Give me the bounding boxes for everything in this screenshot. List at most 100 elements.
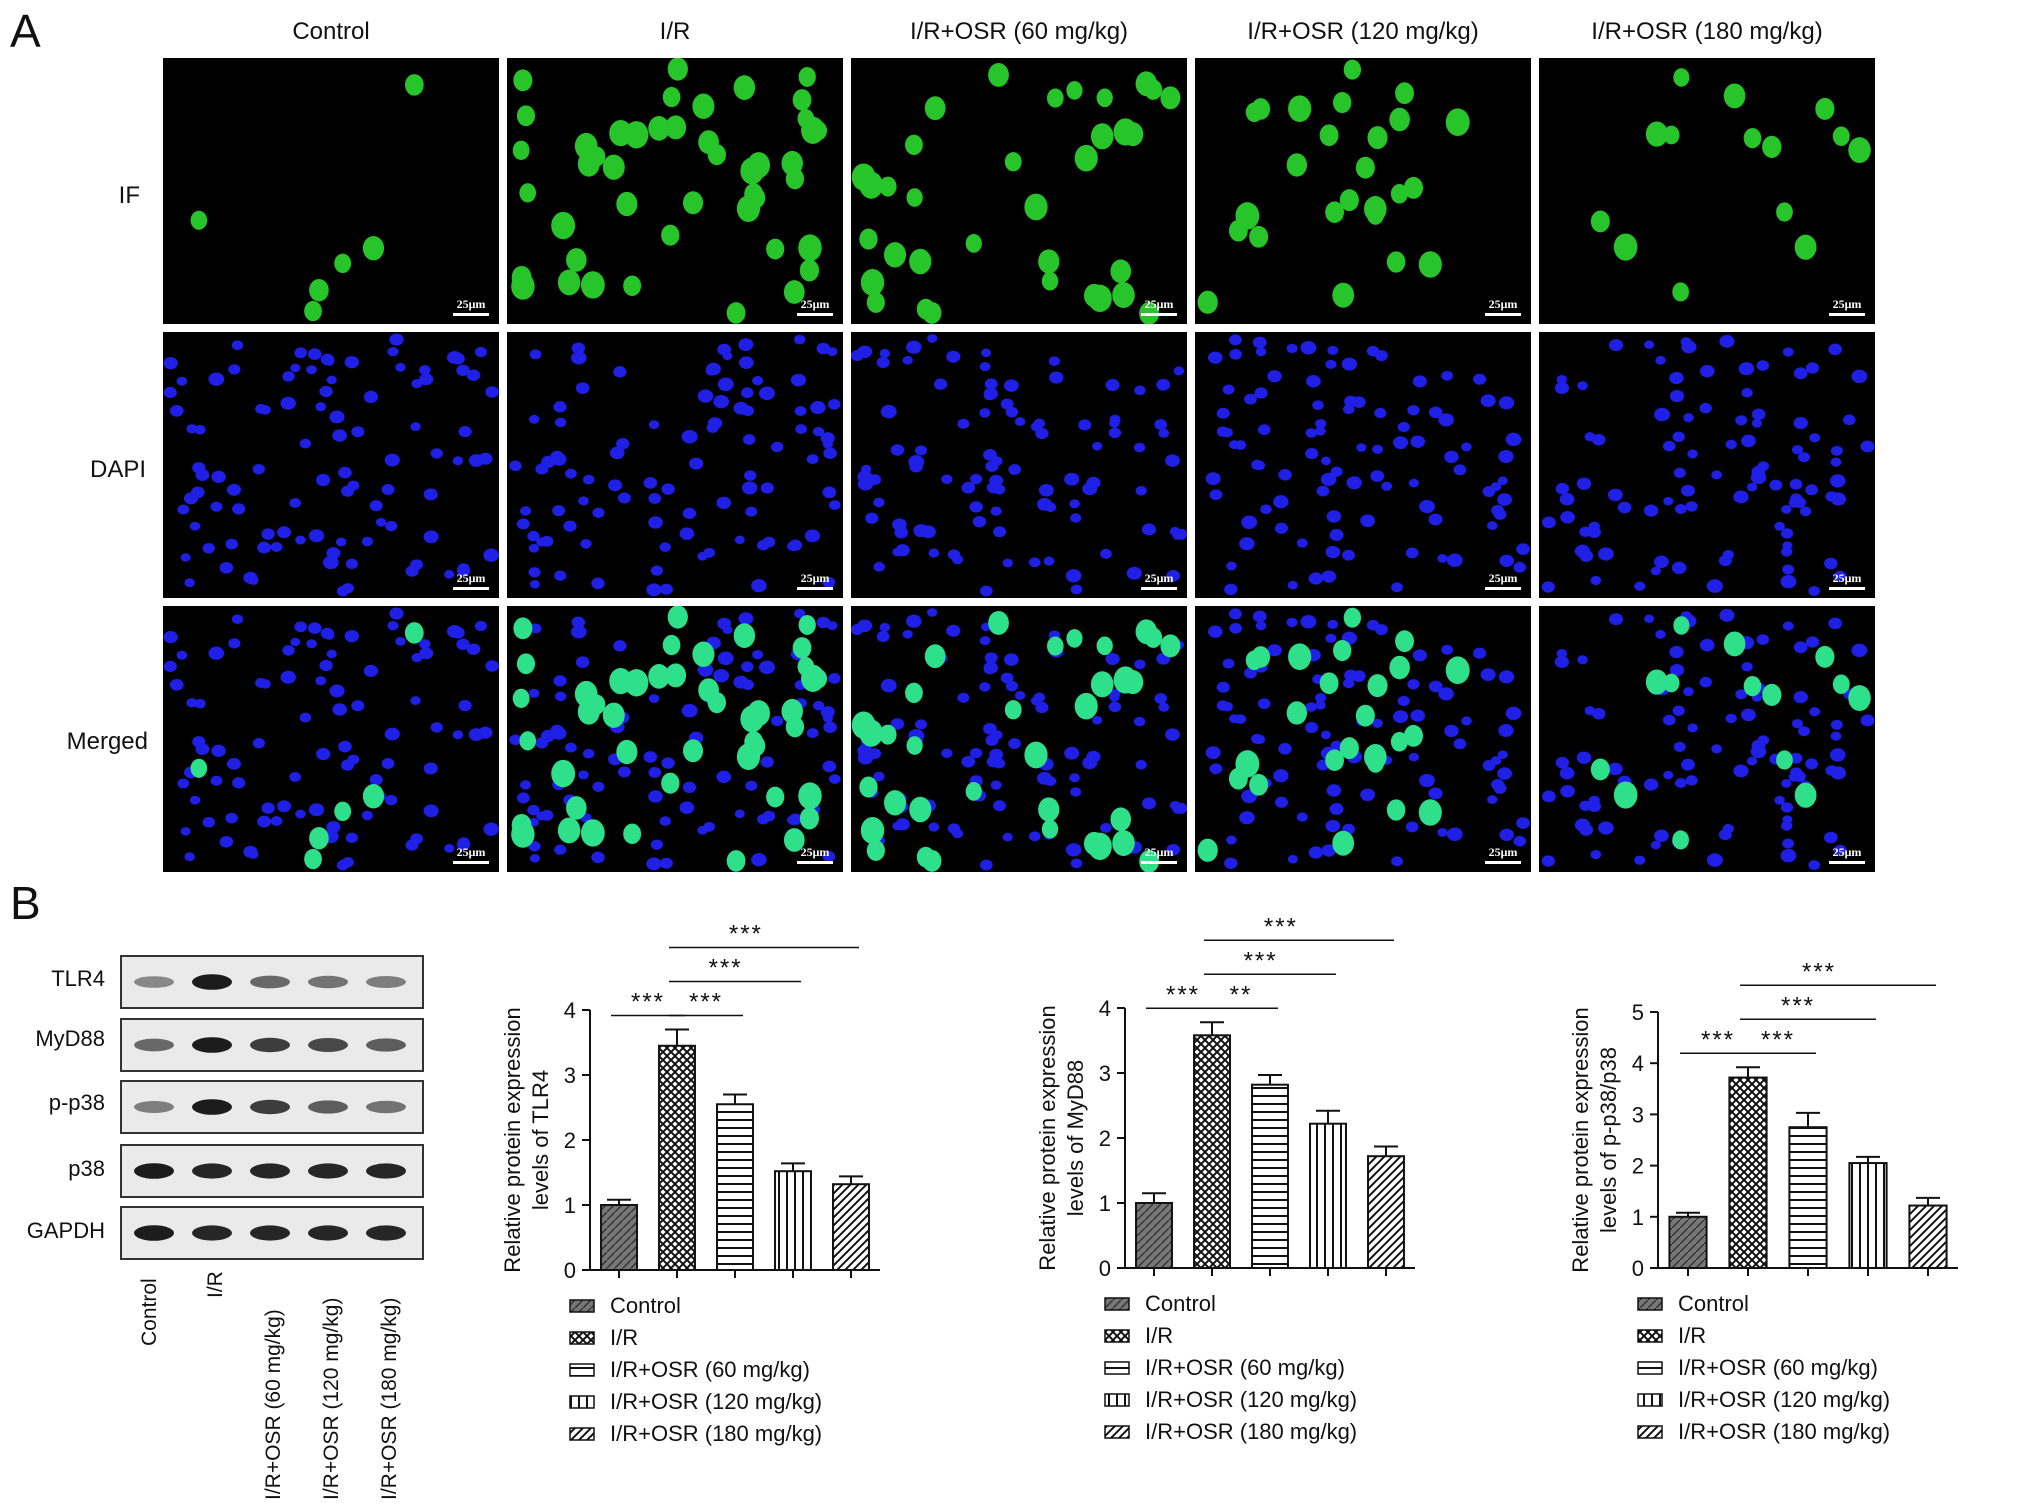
- y-axis-label: levels of TLR4: [528, 1070, 553, 1210]
- significance-label: ***: [1701, 1026, 1735, 1053]
- y-tick-label: 1: [564, 1193, 576, 1218]
- scale-bar: 25μm: [453, 297, 489, 316]
- legend-label: I/R: [1145, 1323, 1173, 1348]
- bar: [1135, 1202, 1173, 1269]
- legend-swatch: [569, 1299, 595, 1313]
- blot-label-gapdh: GAPDH: [26, 1218, 105, 1243]
- blot-label-tlr4: TLR4: [51, 966, 105, 991]
- scale-bar: 25μm: [1485, 297, 1521, 316]
- significance-label: ***: [1781, 992, 1815, 1019]
- blot-label-p-p38: p-p38: [48, 1090, 105, 1115]
- micro-tile: 25μm: [1539, 606, 1875, 872]
- y-tick-label: 3: [1632, 1102, 1644, 1127]
- legend-label: I/R: [610, 1325, 638, 1350]
- y-tick-label: 1: [1632, 1205, 1644, 1230]
- scale-bar: 25μm: [1829, 571, 1865, 590]
- scale-bar: 25μm: [797, 845, 833, 864]
- scale-bar: 25μm: [1141, 297, 1177, 316]
- significance-label: ***: [1802, 958, 1836, 985]
- y-tick-label: 1: [1099, 1191, 1111, 1216]
- micro-tile: 25μm: [1195, 332, 1531, 598]
- micro-tile: 25μm: [1539, 58, 1875, 324]
- significance-label: ***: [689, 989, 723, 1016]
- bar: [716, 1103, 754, 1271]
- scale-bar: 25μm: [453, 571, 489, 590]
- blot-strip: [120, 955, 424, 1009]
- significance-label: ***: [709, 955, 743, 982]
- scale-bar: 25μm: [797, 297, 833, 316]
- significance-label: ***: [1264, 913, 1298, 940]
- scale-bar: 25μm: [453, 845, 489, 864]
- legend-label: Control: [1678, 1291, 1749, 1316]
- micro-tile: 25μm: [1195, 606, 1531, 872]
- scale-bar: 25μm: [1485, 845, 1521, 864]
- significance-label: ***: [1761, 1026, 1795, 1053]
- y-tick-label: 3: [564, 1063, 576, 1088]
- row-label-dapi: DAPI: [89, 456, 146, 483]
- y-tick-label: 4: [1099, 996, 1111, 1021]
- bar: [1728, 1076, 1768, 1269]
- chart-tlr4: 0 1 2 3 4 Relative protein expression levels o…: [500, 921, 880, 1446]
- bar: [1848, 1162, 1888, 1270]
- row-label-if: IF: [118, 182, 140, 209]
- y-axis-label: levels of p-p38/p38: [1596, 1047, 1621, 1233]
- legend-label: I/R+OSR (60 mg/kg): [1678, 1355, 1878, 1380]
- column-header-osr-180: I/R+OSR (180 mg/kg): [1591, 18, 1823, 45]
- y-tick-label: 0: [1099, 1256, 1111, 1281]
- significance-label: ***: [631, 989, 665, 1016]
- legend-label: I/R+OSR (180 mg/kg): [1145, 1419, 1357, 1444]
- legend-swatch: [569, 1363, 595, 1377]
- column-header-ir: I/R: [659, 18, 691, 45]
- column-header-osr-120: I/R+OSR (120 mg/kg): [1247, 18, 1479, 45]
- bar: [600, 1204, 638, 1271]
- scale-bar: 25μm: [1485, 571, 1521, 590]
- bar: [1309, 1122, 1347, 1269]
- legend-label: Control: [1145, 1291, 1216, 1316]
- blot-strip: [120, 1080, 424, 1134]
- legend-label: I/R+OSR (120 mg/kg): [1678, 1387, 1890, 1412]
- micro-tile: 25μm: [851, 58, 1187, 324]
- blot-strip: [120, 1206, 424, 1260]
- bar: [1193, 1034, 1231, 1269]
- legend-swatch: [1637, 1361, 1663, 1375]
- bar: [1367, 1155, 1405, 1270]
- y-tick-label: 5: [1632, 1000, 1644, 1025]
- significance-label: ***: [1244, 947, 1278, 974]
- column-header-control: Control: [292, 18, 370, 45]
- blot-column-ir: I/R: [204, 1271, 227, 1298]
- legend-swatch: [1637, 1297, 1663, 1311]
- legend-swatch: [1637, 1393, 1663, 1407]
- legend-label: I/R+OSR (60 mg/kg): [1145, 1355, 1345, 1380]
- y-tick-label: 0: [1632, 1256, 1644, 1281]
- legend-swatch: [1104, 1361, 1130, 1375]
- significance-label: ***: [1166, 981, 1200, 1008]
- y-tick-label: 0: [564, 1258, 576, 1283]
- row-label-merged: Merged: [66, 728, 148, 755]
- legend-swatch: [1104, 1425, 1130, 1439]
- legend-label: I/R+OSR (60 mg/kg): [610, 1357, 810, 1382]
- legend-label: I/R+OSR (120 mg/kg): [1145, 1387, 1357, 1412]
- legend-swatch: [569, 1331, 595, 1345]
- chart-p-p38: 0 1 2 3 4 5 Relative protein expression levels …: [1568, 958, 1958, 1444]
- y-tick-label: 4: [1632, 1051, 1644, 1076]
- micro-tile: 25μm: [507, 332, 843, 598]
- y-axis-label: Relative protein expression: [500, 1007, 525, 1272]
- legend-swatch: [1637, 1329, 1663, 1343]
- micro-tile: 25μm: [507, 606, 843, 872]
- legend-swatch: [569, 1395, 595, 1409]
- micro-tile: 25μm: [1539, 332, 1875, 598]
- micro-tile: 25μm: [163, 332, 499, 598]
- blot-column-control: Control: [138, 1278, 161, 1346]
- micro-tile: 25μm: [163, 58, 499, 324]
- scale-bar: 25μm: [1141, 845, 1177, 864]
- bar: [1908, 1204, 1948, 1270]
- blot-label-p38: p38: [68, 1156, 105, 1181]
- scale-bar: 25μm: [1829, 297, 1865, 316]
- legend-swatch: [1104, 1297, 1130, 1311]
- y-axis-label: Relative protein expression: [1568, 1007, 1593, 1272]
- blot-column-osr-180: I/R+OSR (180 mg/kg): [378, 1297, 401, 1500]
- bar: [658, 1044, 696, 1271]
- legend-swatch: [1104, 1393, 1130, 1407]
- blot-strip: [120, 1144, 424, 1198]
- legend-label: I/R+OSR (120 mg/kg): [610, 1389, 822, 1414]
